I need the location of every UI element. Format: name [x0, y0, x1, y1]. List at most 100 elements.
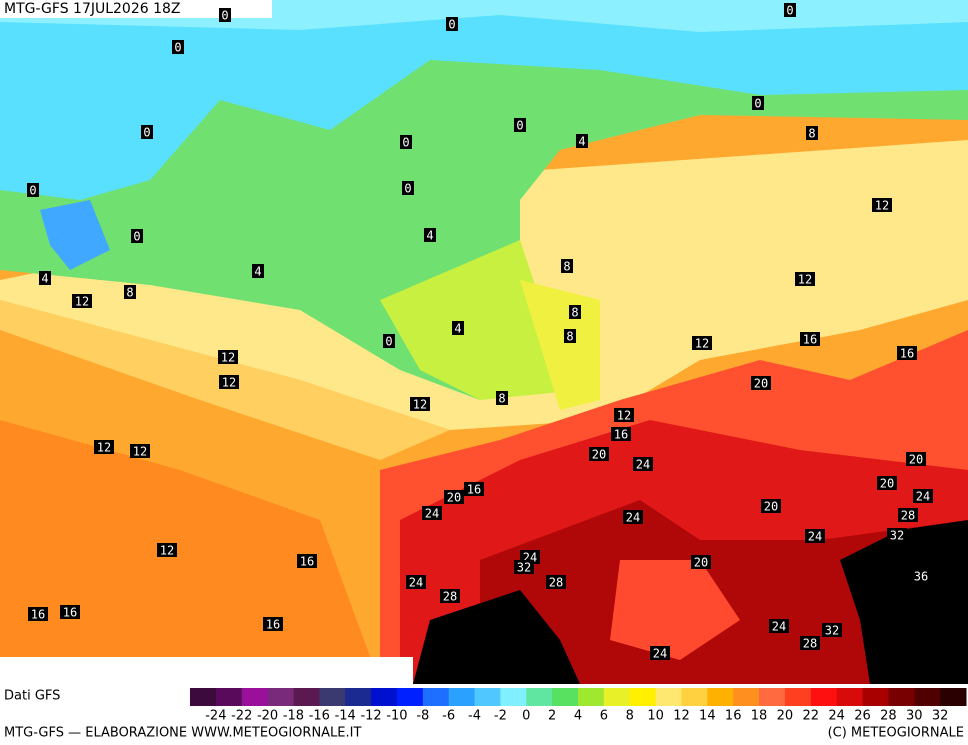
scale-label: -6 — [442, 709, 455, 724]
scale-swatch — [552, 688, 579, 706]
contour-labels: 0 0 0 0 0 0 0 4 0 8 0 0 0 4 12 4 4 8 12 12 8 8 4 0 8 12 16 16 12 12 20… — [27, 3, 933, 661]
contour-label-box — [872, 198, 892, 212]
contour-label-box — [611, 427, 631, 441]
contour-label: 16 — [266, 618, 280, 632]
contour-label-box — [141, 125, 153, 139]
contour-label-box — [795, 272, 815, 286]
contour-label: 28 — [803, 637, 817, 651]
contour-label-box — [877, 476, 897, 490]
contour-label-box — [800, 332, 820, 346]
scale-swatch — [707, 688, 734, 706]
contour-label: 16 — [803, 333, 817, 347]
contour-label: 12 — [160, 544, 174, 558]
contour-label: 0 — [143, 126, 150, 140]
contour-label: 20 — [447, 491, 461, 505]
contour-label: 28 — [549, 576, 563, 590]
contour-label-box — [769, 619, 789, 633]
contour-label: 12 — [617, 409, 631, 423]
contour-label-box — [752, 96, 764, 110]
scale-label: 26 — [854, 709, 871, 724]
scale-swatch — [655, 688, 682, 706]
scale-swatch — [422, 688, 450, 706]
contour-label-box — [218, 350, 238, 364]
scale-label: 0 — [522, 709, 530, 724]
contour-label-box — [130, 444, 150, 458]
contour-label: 8 — [566, 330, 573, 344]
scale-swatch — [241, 688, 269, 706]
contour-label-box — [252, 264, 264, 278]
contour-label-box — [514, 118, 526, 132]
contour-label: 32 — [890, 529, 904, 543]
scale-swatch — [319, 688, 346, 706]
contour-label: 16 — [63, 606, 77, 620]
contour-label: 20 — [592, 448, 606, 462]
contour-label-box — [402, 181, 414, 195]
contour-label-box — [564, 329, 576, 343]
contour-label: 4 — [578, 135, 585, 149]
contour-label: 32 — [517, 561, 531, 575]
scale-label: 16 — [725, 709, 742, 724]
contour-label: 0 — [385, 335, 392, 349]
contour-label: 16 — [614, 428, 628, 442]
contour-label-box — [424, 228, 436, 242]
contour-label-box — [28, 607, 48, 621]
scale-label: 10 — [647, 709, 664, 724]
contour-label: 24 — [626, 511, 640, 525]
contour-label-box — [576, 134, 588, 148]
scale-swatch — [888, 688, 915, 706]
scale-swatch — [267, 688, 294, 706]
contour-label: 12 — [875, 199, 889, 213]
contour-label-box — [898, 508, 918, 522]
scale-swatch — [681, 688, 708, 706]
scale-label: -4 — [468, 709, 481, 724]
contour-label: 36 — [914, 570, 928, 584]
color-scale: -24 -22 -20 -18 -16 -14 -12 -10 -8 -6 -4 -2 0 2 4 6 8 10 1… — [190, 688, 967, 724]
contour-label: 4 — [454, 322, 461, 336]
contour-label-box — [440, 589, 460, 603]
contour-label: 20 — [880, 477, 894, 491]
contour-label-box — [650, 646, 670, 660]
scale-label: 6 — [600, 709, 608, 724]
scale-swatch — [345, 688, 372, 706]
contour-label: 16 — [467, 483, 481, 497]
map-background — [0, 0, 968, 684]
scale-swatch — [810, 688, 838, 706]
contour-label-box — [806, 126, 818, 140]
contour-label-box — [263, 617, 283, 631]
scale-swatch — [940, 688, 967, 706]
contour-label-box — [897, 346, 917, 360]
contour-label-box — [589, 447, 609, 461]
contour-label-box — [633, 457, 653, 471]
contour-label-box — [514, 560, 534, 574]
contour-label-box — [911, 569, 931, 583]
scale-label: 20 — [777, 709, 794, 724]
contour-label: 12 — [222, 376, 236, 390]
contour-label: 16 — [300, 555, 314, 569]
contour-label: 8 — [126, 286, 133, 300]
scale-swatch — [396, 688, 424, 706]
scale-label: 32 — [932, 709, 949, 724]
scale-label: -14 — [335, 709, 356, 724]
scale-label: 2 — [548, 709, 556, 724]
contour-label: 8 — [498, 392, 505, 406]
legend-source: Dati GFS — [4, 689, 60, 704]
contour-label: 12 — [133, 445, 147, 459]
contour-label-box — [784, 3, 796, 17]
contour-label-box — [822, 623, 842, 637]
scale-label: 30 — [906, 709, 923, 724]
scale-swatch — [215, 688, 243, 706]
scale-label: -16 — [309, 709, 330, 724]
scale-label: -10 — [386, 709, 407, 724]
contour-label: 24 — [653, 647, 667, 661]
contour-label-box — [761, 499, 781, 513]
contour-label-box — [887, 528, 907, 542]
contour-label-box — [751, 376, 771, 390]
contour-label: 0 — [754, 97, 761, 111]
contour-label-box — [692, 336, 712, 350]
contour-label-box — [623, 510, 643, 524]
contour-label: 8 — [563, 260, 570, 274]
footer-right: (C) METEOGIORNALE — [828, 726, 964, 741]
contour-label: 24 — [409, 576, 423, 590]
contour-label-box — [400, 135, 412, 149]
